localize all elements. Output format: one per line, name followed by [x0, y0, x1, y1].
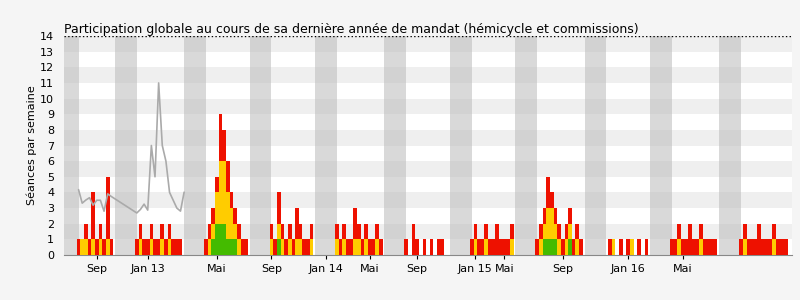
Bar	[64, 52, 792, 67]
Bar	[64, 99, 792, 114]
Bar	[64, 192, 792, 208]
Bar	[384, 36, 406, 255]
Bar	[184, 36, 206, 255]
Bar	[64, 224, 792, 239]
Bar	[315, 36, 337, 255]
Bar	[64, 161, 792, 177]
Bar	[64, 83, 792, 99]
Bar	[650, 36, 672, 255]
Bar	[64, 36, 792, 52]
Bar	[64, 67, 792, 83]
Bar	[64, 239, 792, 255]
Bar	[250, 36, 271, 255]
Bar	[515, 36, 538, 255]
Bar	[64, 36, 78, 255]
Bar	[585, 36, 606, 255]
Y-axis label: Séances par semaine: Séances par semaine	[27, 85, 38, 206]
Bar	[64, 208, 792, 224]
Bar	[719, 36, 741, 255]
Bar	[64, 146, 792, 161]
Text: Participation globale au cours de sa dernière année de mandat (hémicycle et comm: Participation globale au cours de sa der…	[64, 23, 638, 36]
Bar	[450, 36, 472, 255]
Bar	[64, 114, 792, 130]
Bar	[64, 177, 792, 192]
Bar	[115, 36, 137, 255]
Bar	[64, 130, 792, 146]
